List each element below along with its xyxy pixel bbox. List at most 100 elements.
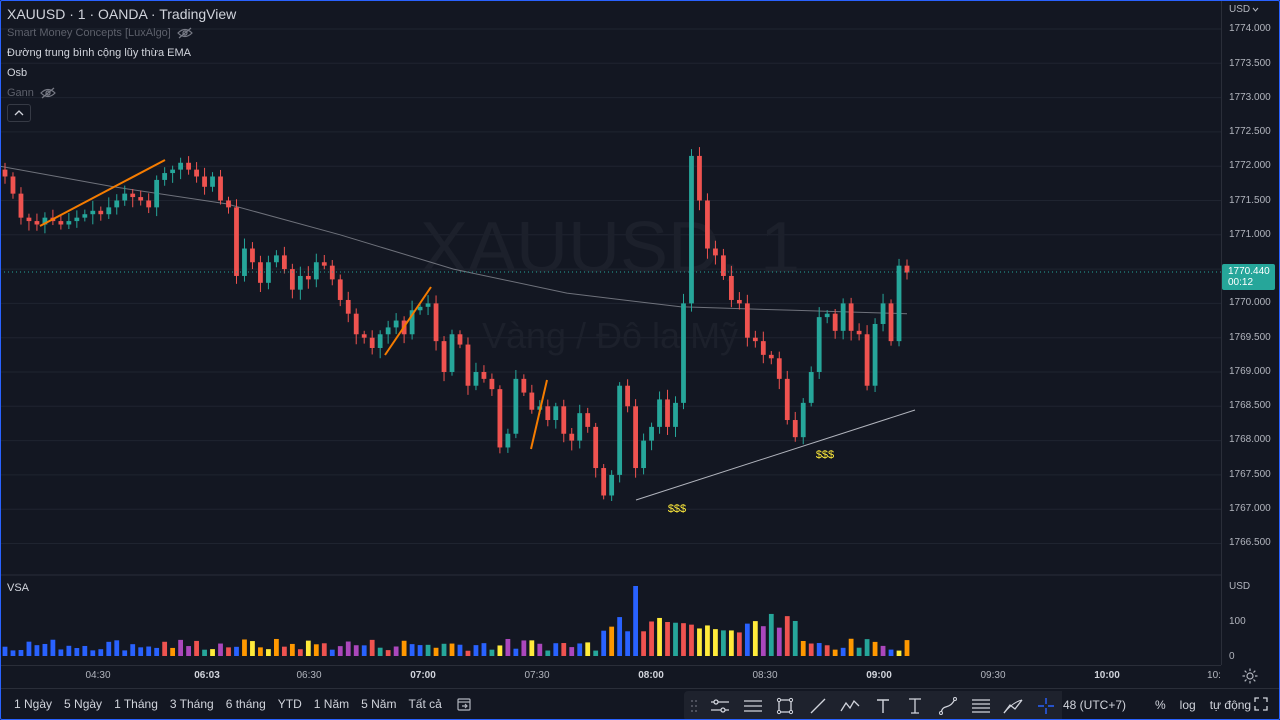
pattern-tool[interactable]	[997, 691, 1030, 720]
price-label: 1773.500	[1229, 58, 1271, 69]
auto-scale-toggle[interactable]: tự động	[1209, 698, 1252, 712]
eye-hidden-icon[interactable]	[40, 87, 56, 99]
trend-line-tool[interactable]	[801, 691, 834, 720]
price-label: 1768.000	[1229, 434, 1271, 445]
scale-options: % log tự động	[1148, 698, 1258, 712]
parallel-channel-icon	[743, 700, 762, 712]
fullscreen-icon[interactable]	[1253, 696, 1269, 712]
candle-body	[673, 402, 678, 427]
indicator-smc[interactable]: Smart Money Concepts [LuxAlgo]	[7, 23, 236, 43]
anchored-text-tool[interactable]	[899, 691, 932, 720]
volume-bar	[824, 645, 830, 656]
price-label: 1766.500	[1229, 537, 1271, 548]
candle-body	[345, 299, 351, 314]
volume-bar	[170, 647, 176, 656]
range-ytd[interactable]: YTD	[277, 697, 302, 711]
path-tool[interactable]	[834, 691, 867, 720]
time-label: 08:30	[752, 670, 778, 681]
candle-body	[34, 221, 40, 225]
channel-tool[interactable]	[736, 691, 769, 720]
indicator-gann[interactable]: Gann	[7, 83, 236, 103]
candle-body	[98, 210, 104, 215]
candle-body	[242, 248, 247, 276]
time-label: 04:30	[85, 670, 111, 681]
price-axis[interactable]	[1221, 0, 1279, 665]
volume-bar	[10, 650, 16, 656]
candle-body	[281, 255, 287, 270]
candle-body	[449, 334, 455, 372]
eye-hidden-icon[interactable]	[177, 27, 193, 39]
candle-body	[736, 299, 742, 304]
candle-body	[800, 402, 806, 438]
time-label: 07:30	[524, 670, 550, 681]
candle-body	[713, 248, 718, 256]
volume-bar	[736, 632, 742, 656]
symbol-title[interactable]: XAUUSD · 1 · OANDA · TradingView	[7, 6, 237, 22]
range-5d[interactable]: 5 Ngày	[64, 697, 103, 711]
crosshair-icon	[1037, 698, 1054, 714]
candle-body	[178, 162, 184, 170]
candle-body	[122, 193, 128, 201]
price-label: 1773.000	[1229, 92, 1271, 103]
drag-handle-icon[interactable]	[684, 700, 704, 712]
support-trendline[interactable]	[635, 409, 916, 501]
candle-body	[609, 474, 615, 496]
indicator-label: Đường trung bình cộng lũy thừa EMA	[7, 47, 191, 59]
log-scale-toggle[interactable]: log	[1179, 698, 1196, 712]
volume-bar	[721, 630, 726, 656]
trendline-1[interactable]	[39, 159, 166, 227]
volume-bar	[553, 643, 559, 656]
chart-canvas[interactable]: XAUUSD, 1 Vàng / Đô la Mỹ $$$ $$$	[0, 0, 1221, 665]
volume-bar	[744, 623, 750, 656]
percent-scale-toggle[interactable]: %	[1155, 698, 1166, 712]
candle-body	[42, 217, 48, 225]
candle-body	[721, 255, 726, 276]
candle-body	[744, 303, 750, 338]
candle-body	[18, 193, 24, 218]
text-icon	[876, 699, 889, 713]
gear-icon[interactable]	[1241, 667, 1259, 685]
volume-bar	[26, 641, 32, 656]
price-label: 1768.500	[1229, 400, 1271, 411]
volume-bar	[800, 640, 806, 656]
vsa-pane-label[interactable]: VSA	[7, 582, 30, 594]
range-1y[interactable]: 1 Năm	[313, 697, 350, 711]
sliders-icon	[711, 699, 730, 713]
volume-bar	[816, 643, 822, 656]
range-all[interactable]: Tất cả	[408, 697, 442, 711]
range-1d[interactable]: 1 Ngày	[14, 697, 53, 711]
text-tool[interactable]	[867, 691, 900, 720]
bar-countdown: 00:12	[1228, 277, 1254, 288]
volume-bar	[649, 621, 654, 656]
fib-tool[interactable]	[964, 691, 997, 720]
date-range-selector: 1 Ngày 5 Ngày 1 Tháng 3 Tháng 6 tháng YT…	[8, 697, 448, 711]
price-label: 1771.000	[1229, 229, 1271, 240]
indicator-osb[interactable]: Osb	[7, 63, 236, 83]
brush-tool[interactable]	[932, 691, 965, 720]
volume-bar	[728, 630, 734, 656]
time-label: 10:00	[1094, 670, 1120, 681]
range-1m[interactable]: 1 Tháng	[114, 697, 158, 711]
candle-body	[146, 200, 152, 208]
go-to-date-icon[interactable]	[456, 696, 472, 712]
crosshair-tool[interactable]	[1029, 691, 1062, 720]
timezone-selector[interactable]: 48 (UTC+7)	[1063, 698, 1127, 712]
range-5y[interactable]: 5 Năm	[361, 697, 397, 711]
volume-bar	[226, 647, 231, 656]
volume-bar	[377, 647, 383, 656]
candle-body	[784, 378, 790, 421]
candle-body	[505, 433, 511, 448]
trendline-2[interactable]	[384, 286, 432, 356]
candle-body	[840, 303, 846, 331]
candle-body	[234, 207, 239, 276]
favorites-templates-tool[interactable]	[704, 691, 737, 720]
volume-bar	[561, 643, 567, 656]
range-6m[interactable]: 6 tháng	[225, 697, 266, 711]
indicator-ema[interactable]: Đường trung bình cộng lũy thừa EMA	[7, 43, 236, 63]
trendline-3[interactable]	[530, 379, 548, 450]
range-3m[interactable]: 3 Tháng	[169, 697, 214, 711]
rectangle-tool[interactable]	[769, 691, 802, 720]
currency-selector[interactable]: USD	[1229, 4, 1259, 15]
chart-legend: XAUUSD · 1 · OANDA · TradingView Smart M…	[7, 5, 236, 103]
collapse-legend-button[interactable]	[7, 104, 31, 122]
